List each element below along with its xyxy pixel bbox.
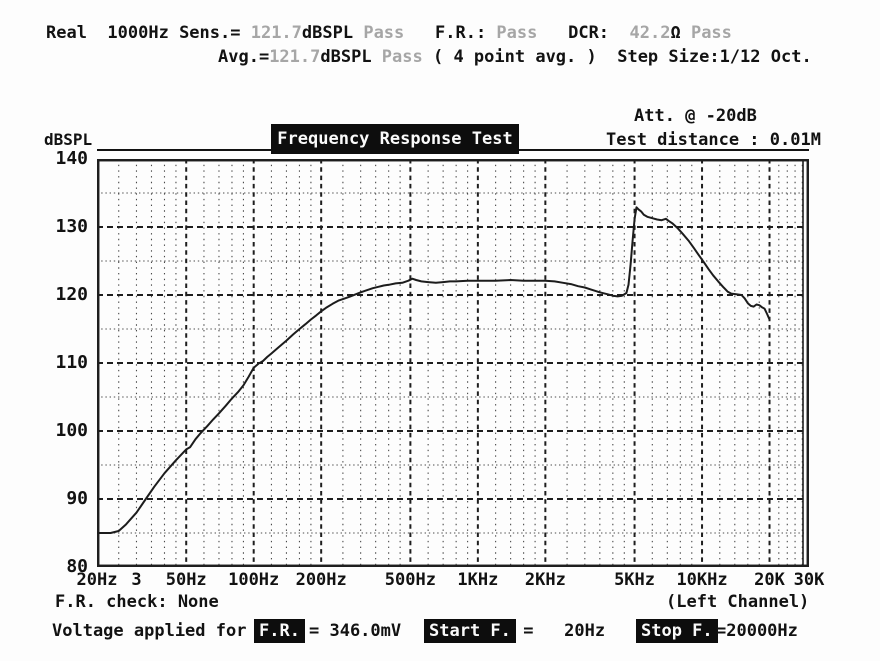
fr-value: = 346.0mV bbox=[309, 621, 402, 641]
status-text-segment: Real bbox=[46, 23, 108, 43]
status-text-segment bbox=[404, 23, 435, 43]
x-tick-label: 5KHz bbox=[614, 570, 656, 590]
y-tick-label: 80 bbox=[66, 556, 88, 577]
x-tick-label: 30K bbox=[793, 570, 825, 590]
status-text-segment bbox=[537, 23, 568, 43]
stop-f-field-button[interactable]: Stop F. bbox=[636, 619, 718, 643]
fr-check-label: F.R. check: None bbox=[55, 592, 219, 612]
chart-title: Frequency Response Test bbox=[271, 124, 519, 154]
y-tick-label: 90 bbox=[66, 488, 88, 509]
plot-border bbox=[97, 159, 809, 567]
status-text-segment: Pass bbox=[381, 47, 423, 67]
status-text-segment: 1000Hz Sens.= bbox=[107, 23, 251, 43]
status-line-2: Avg.=121.7dBSPL Pass ( 4 point avg. ) St… bbox=[218, 47, 812, 67]
x-tick-label: 500Hz bbox=[384, 570, 436, 590]
frequency-response-plot bbox=[97, 159, 809, 567]
status-text-segment: dBSPL bbox=[301, 23, 364, 43]
status-text-segment: Step Size:1/12 Oct. bbox=[617, 47, 812, 67]
status-text-segment: F.R.: bbox=[435, 23, 497, 43]
y-axis-unit-label: dBSPL bbox=[44, 130, 93, 149]
channel-label: (Left Channel) bbox=[666, 592, 810, 612]
x-tick-label: 20K bbox=[754, 570, 785, 590]
stop-f-value: =20000Hz bbox=[716, 621, 798, 641]
status-text-segment: Pass bbox=[496, 23, 538, 43]
attenuation-label: Att. @ -20dB bbox=[634, 106, 757, 126]
status-text-segment: Ω bbox=[670, 23, 691, 43]
x-tick-label: 10KHz bbox=[676, 570, 728, 590]
status-text-segment: DCR: bbox=[568, 23, 630, 43]
x-tick-label: 50Hz bbox=[165, 570, 207, 590]
y-tick-label: 110 bbox=[55, 352, 88, 373]
start-f-field-button[interactable]: Start F. bbox=[424, 619, 516, 643]
x-tick-label: 2KHz bbox=[524, 570, 566, 590]
status-text-segment: ( 4 point avg. ) bbox=[422, 47, 618, 67]
status-text-segment: 121.7 bbox=[250, 23, 302, 43]
status-line-1: Real 1000Hz Sens.= 121.7dBSPL Pass F.R.:… bbox=[46, 23, 732, 43]
x-tick-label: 3 bbox=[131, 570, 142, 590]
x-tick-label: 200Hz bbox=[295, 570, 347, 590]
status-text-segment: 42.2 bbox=[629, 23, 671, 43]
start-f-value: = 20Hz bbox=[513, 621, 606, 641]
y-tick-label: 100 bbox=[55, 420, 88, 441]
y-tick-label: 120 bbox=[55, 284, 88, 305]
status-text-segment: dBSPL bbox=[320, 47, 382, 67]
status-text-segment: 121.7 bbox=[269, 47, 321, 67]
x-tick-label: 1KHz bbox=[457, 570, 499, 590]
test-distance-label: Test distance : 0.01M bbox=[606, 130, 821, 150]
y-tick-label: 130 bbox=[55, 216, 88, 237]
x-tick-label: 20Hz bbox=[76, 570, 118, 590]
status-text-segment: Pass bbox=[363, 23, 405, 43]
status-text-segment: Pass bbox=[690, 23, 732, 43]
response-curve bbox=[97, 206, 771, 534]
y-tick-label: 140 bbox=[55, 148, 88, 169]
fr-field-button[interactable]: F.R. bbox=[254, 619, 305, 643]
voltage-prefix-label: Voltage applied for bbox=[52, 621, 247, 641]
x-tick-label: 100Hz bbox=[228, 570, 280, 590]
status-text-segment: Avg.= bbox=[218, 47, 270, 67]
